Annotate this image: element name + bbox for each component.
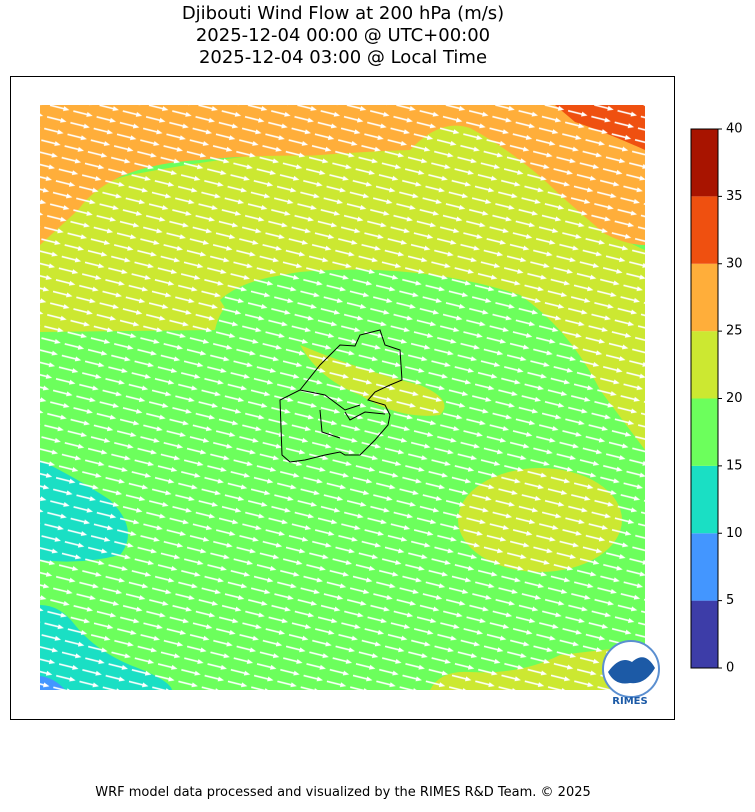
colorbar: 0 5 10 15 20 25 30 35 40	[690, 122, 743, 676]
wind-arrows	[40, 105, 645, 690]
colorbar-tick-label: 0	[726, 661, 734, 676]
colorbar-tick-label: 35	[726, 189, 743, 204]
colorbar-segment	[691, 263, 718, 332]
title-line: 2025-12-04 03:00 @ Local Time	[199, 47, 487, 68]
colorbar-segment	[691, 398, 718, 466]
country-border	[279, 329, 403, 463]
colorbar-segment	[691, 331, 718, 399]
colorbar-segment	[691, 533, 718, 601]
footer: WRF model data processed and visualized …	[95, 785, 591, 800]
colorbar-segment	[691, 129, 718, 197]
colorbar-tick-label: 10	[726, 526, 743, 541]
logo-text: RIMES	[612, 696, 647, 707]
map-frame	[10, 76, 675, 720]
colorbar-tick-label: 25	[726, 324, 743, 339]
colorbar-segment	[691, 465, 718, 534]
logo: RIMES	[602, 640, 660, 707]
colorbar-tick-label: 15	[726, 458, 743, 473]
colorbar-tick-label: 20	[726, 391, 743, 406]
colorbar-tick-label: 30	[726, 256, 743, 271]
colorbar-tick-label: 5	[726, 593, 734, 608]
colorbar-segment	[691, 196, 718, 264]
title-line: Djibouti Wind Flow at 200 hPa (m/s)	[182, 3, 504, 24]
logo-wave	[608, 657, 655, 684]
wind-map	[40, 105, 645, 690]
colorbar-tick-label: 40	[726, 122, 743, 137]
colorbar-segment	[691, 600, 718, 668]
title-line: 2025-12-04 00:00 @ UTC+00:00	[196, 25, 490, 46]
